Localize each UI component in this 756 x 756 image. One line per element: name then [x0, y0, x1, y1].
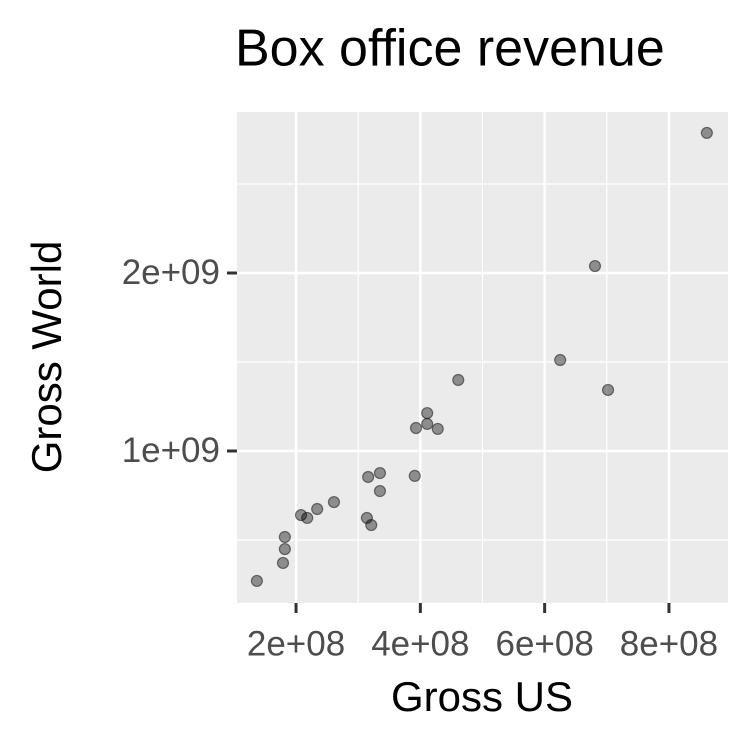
point [408, 469, 421, 483]
point [601, 383, 615, 397]
point [700, 126, 713, 140]
x-tick-label: 6e+08 [495, 624, 593, 663]
point [554, 353, 567, 367]
point [421, 417, 434, 431]
point [250, 574, 263, 588]
x-axis-title: Gross US [391, 673, 573, 720]
point [276, 556, 290, 570]
point [311, 502, 324, 516]
point [452, 373, 465, 387]
point [301, 511, 314, 525]
point [588, 259, 602, 273]
x-tick-label: 4e+08 [371, 624, 469, 663]
point [373, 484, 387, 498]
y-tick-label: 1e+09 [122, 431, 220, 470]
point [278, 530, 291, 544]
point [278, 542, 291, 556]
point [373, 466, 387, 480]
y-tick-label: 2e+09 [122, 253, 220, 292]
point [409, 421, 423, 435]
point [327, 495, 341, 509]
point [431, 422, 444, 436]
point [362, 470, 375, 484]
point [421, 406, 434, 420]
point [360, 511, 373, 525]
point [294, 508, 308, 522]
x-tick-label: 2e+08 [247, 624, 345, 663]
y-axis-title: Gross World [23, 241, 70, 474]
x-tick-label: 8e+08 [620, 624, 718, 663]
point [365, 518, 378, 532]
chart-title: Box office revenue [235, 20, 665, 78]
